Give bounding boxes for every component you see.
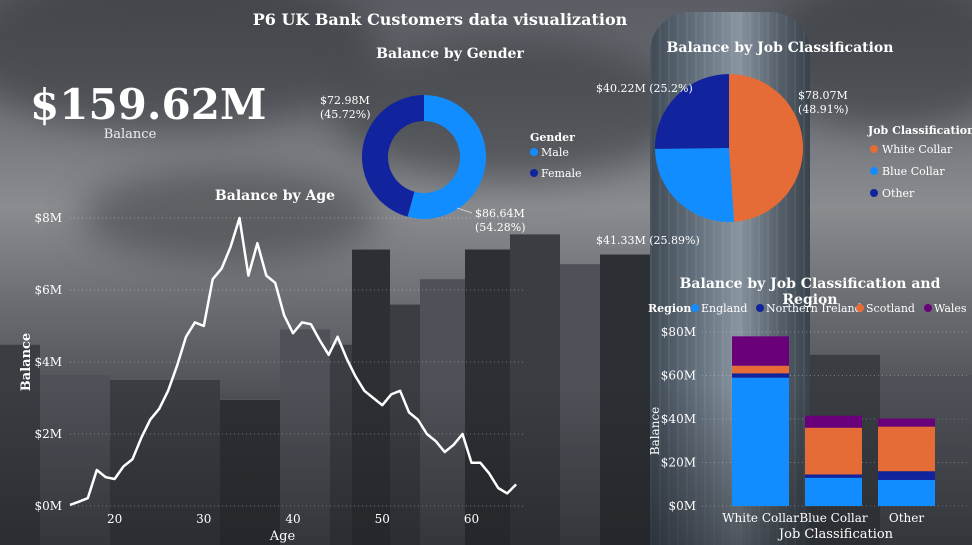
bar-segment-england [805,477,862,506]
bar-segment-northern-ireland [805,474,862,478]
bar-segment-wales [732,336,789,366]
legend-item-england: England [701,302,747,315]
bar-segment-northern-ireland [878,471,935,480]
bar-segment-wales [805,415,862,428]
slice-label-male: $86.64M (54.28%) [475,207,526,234]
legend-title: Job Classification [867,124,972,137]
y-tick-label: $60M [661,369,696,383]
kpi-balance-value: $159.62M [30,80,267,129]
y-tick-label: $8M [34,211,62,225]
bar-segment-england [732,377,789,506]
y-tick-label: $4M [34,355,62,369]
legend-swatch [856,304,864,312]
legend-swatch [870,189,878,197]
y-tick-label: $6M [34,283,62,297]
y-tick-label: $40M [661,412,696,426]
legend-item-scotland: Scotland [866,302,915,315]
leader-line [456,207,473,214]
legend-swatch [870,167,878,175]
pie-slice-other [655,74,729,149]
bar-segment-scotland [732,365,789,374]
age-chart-title: Balance by Age [214,188,336,204]
legend-item-other: Other [882,187,915,200]
legend-item-northern-ireland: Northern Ireland [766,302,862,315]
legend-swatch [870,145,878,153]
x-tick-label: 20 [107,512,122,526]
slice-label-white-collar: $78.07M (48.91%) [798,89,849,116]
legend-swatch [756,304,764,312]
donut-slice-male [407,95,486,219]
legend-item-wales: Wales [934,302,967,315]
y-tick-label: $0M [34,499,62,513]
slice-label-female: $72.98M (45.72%) [320,94,371,121]
legend-item-blue-collar: Blue Collar [882,165,945,178]
pie-slice-white-collar [729,74,803,222]
legend-item-male: Male [541,146,569,159]
legend-title: Gender [530,131,575,144]
legend-swatch [691,304,699,312]
legend-item-white-collar: White Collar [882,143,953,156]
job-region-chart-title: Balance by Job Classification and Region [679,276,941,308]
dashboard-title: P6 UK Bank Customers data visualization [252,10,628,29]
balance-by-gender-chart[interactable]: $86.64M (54.28%) $72.98M (45.72%) Gender Male… [300,80,620,240]
x-tick-label: Other [889,511,924,525]
legend-item-female: Female [541,167,582,180]
slice-label-blue-collar: $41.33M (25.89%) [596,234,700,247]
slice-label-other: $40.22M (25.2%) [596,82,693,95]
x-tick-label: 60 [464,512,479,526]
kpi-balance-label: Balance [103,127,157,142]
bar-segment-scotland [878,426,935,472]
x-tick-label: 40 [285,512,300,526]
y-tick-label: $20M [661,456,696,470]
x-axis-label: Age [269,529,296,544]
legend-swatch [924,304,932,312]
y-tick-label: $2M [34,427,62,441]
x-axis-label: Job Classification [777,527,894,542]
bar-segment-england [878,479,935,506]
donut-slice-female [362,95,424,217]
legend-swatch [530,169,538,177]
pie-slice-blue-collar [655,148,735,222]
y-tick-label: $80M [661,325,696,339]
balance-by-job-chart[interactable]: $78.07M (48.91%) $41.33M (25.89%) $40.22M (… [590,72,972,250]
legend-title: Region [648,302,691,315]
bar-segment-scotland [805,427,862,475]
y-tick-label: $0M [668,499,696,513]
legend-swatch [530,148,538,156]
gender-chart-title: Balance by Gender [376,46,524,62]
bar-segment-northern-ireland [732,373,789,378]
y-axis-label: Balance [19,333,34,391]
job-chart-title: Balance by Job Classification [666,40,894,56]
x-tick-label: White Collar [722,511,799,525]
balance-by-age-chart[interactable]: $0M $2M $4M $6M $8M 20 30 40 50 60 Age Balance [0,200,540,545]
x-tick-label: 50 [375,512,390,526]
bar-segment-wales [878,418,935,427]
balance-by-job-region-chart[interactable]: Region England Northern Ireland Scotland Wal… [640,295,972,545]
x-tick-label: 30 [196,512,211,526]
balance-line [69,216,517,507]
x-tick-label: Blue Collar [799,511,868,525]
y-axis-label: Balance [648,407,662,456]
